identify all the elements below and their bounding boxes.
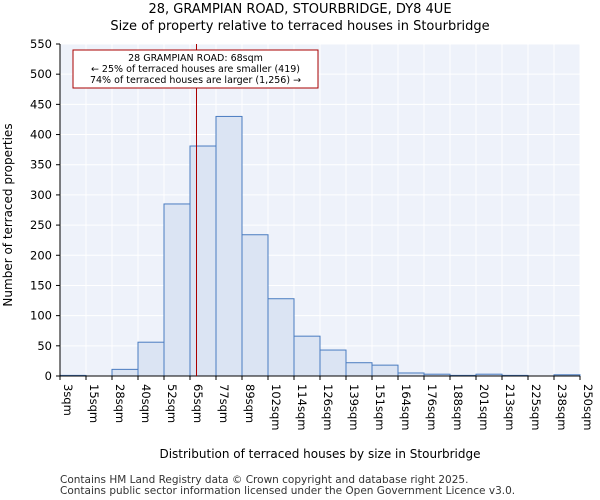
histogram-bar (319, 349, 347, 377)
x-tick-label: 40sqm (139, 384, 153, 423)
y-tick-label: 150 (30, 278, 52, 292)
x-tick-label: 238sqm (555, 384, 569, 430)
histogram-bar (137, 341, 165, 377)
chart-title: 28, GRAMPIAN ROAD, STOURBRIDGE, DY8 4UE (148, 2, 452, 17)
annotation-title: 28 GRAMPIAN ROAD: 68sqm (128, 53, 263, 64)
y-axis-label: Number of terraced properties (1, 123, 15, 306)
histogram-bar (111, 368, 139, 377)
x-tick-label: 225sqm (529, 384, 543, 430)
y-tick-label: 550 (30, 37, 52, 51)
y-tick-label: 0 (45, 369, 52, 383)
annotation-box (72, 49, 319, 89)
x-tick-label: 102sqm (269, 384, 283, 430)
x-tick-label: 126sqm (321, 384, 335, 430)
x-tick-label: 151sqm (373, 384, 387, 430)
x-tick-label: 52sqm (165, 384, 179, 423)
chart-subtitle: Size of property relative to terraced ho… (110, 19, 490, 34)
x-tick-label: 65sqm (191, 384, 205, 423)
x-tick-label: 188sqm (451, 384, 465, 430)
annotation-larger: 74% of terraced houses are larger (1,256… (90, 75, 301, 86)
annotation-smaller: ← 25% of terraced houses are smaller (41… (91, 64, 300, 75)
x-tick-label: 15sqm (87, 384, 101, 423)
x-tick-label: 77sqm (217, 384, 231, 423)
y-tick-label: 450 (30, 97, 52, 111)
histogram-bar (293, 335, 321, 377)
y-tick-label: 100 (30, 309, 52, 323)
x-tick-label: 3sqm (61, 384, 75, 416)
x-tick-label: 139sqm (347, 384, 361, 430)
y-tick-label: 400 (30, 128, 52, 142)
y-tick-label: 200 (30, 248, 52, 262)
x-tick-label: 164sqm (399, 384, 413, 430)
histogram-bar (345, 362, 373, 377)
y-tick-label: 250 (30, 218, 52, 232)
x-tick-label: 176sqm (425, 384, 439, 430)
footer-copyright: Contains HM Land Registry data © Crown c… (60, 474, 469, 486)
y-tick-label: 50 (37, 339, 52, 353)
y-tick-label: 350 (30, 158, 52, 172)
x-axis-label: Distribution of terraced houses by size … (159, 447, 480, 461)
histogram-bar (371, 364, 399, 377)
y-tick-label: 500 (30, 67, 52, 81)
y-tick-label: 300 (30, 188, 52, 202)
footer-licence: Contains public sector information licen… (60, 485, 516, 497)
x-tick-label: 89sqm (243, 384, 257, 423)
histogram-bar (267, 298, 295, 377)
histogram-bar (215, 115, 243, 377)
x-tick-label: 201sqm (477, 384, 491, 430)
x-tick-label: 114sqm (295, 384, 309, 430)
histogram-bar (189, 145, 217, 377)
x-tick-label: 250sqm (581, 384, 595, 430)
histogram-bar (241, 234, 269, 377)
histogram-bar (163, 203, 191, 377)
x-tick-label: 213sqm (503, 384, 517, 430)
x-tick-label: 28sqm (113, 384, 127, 423)
